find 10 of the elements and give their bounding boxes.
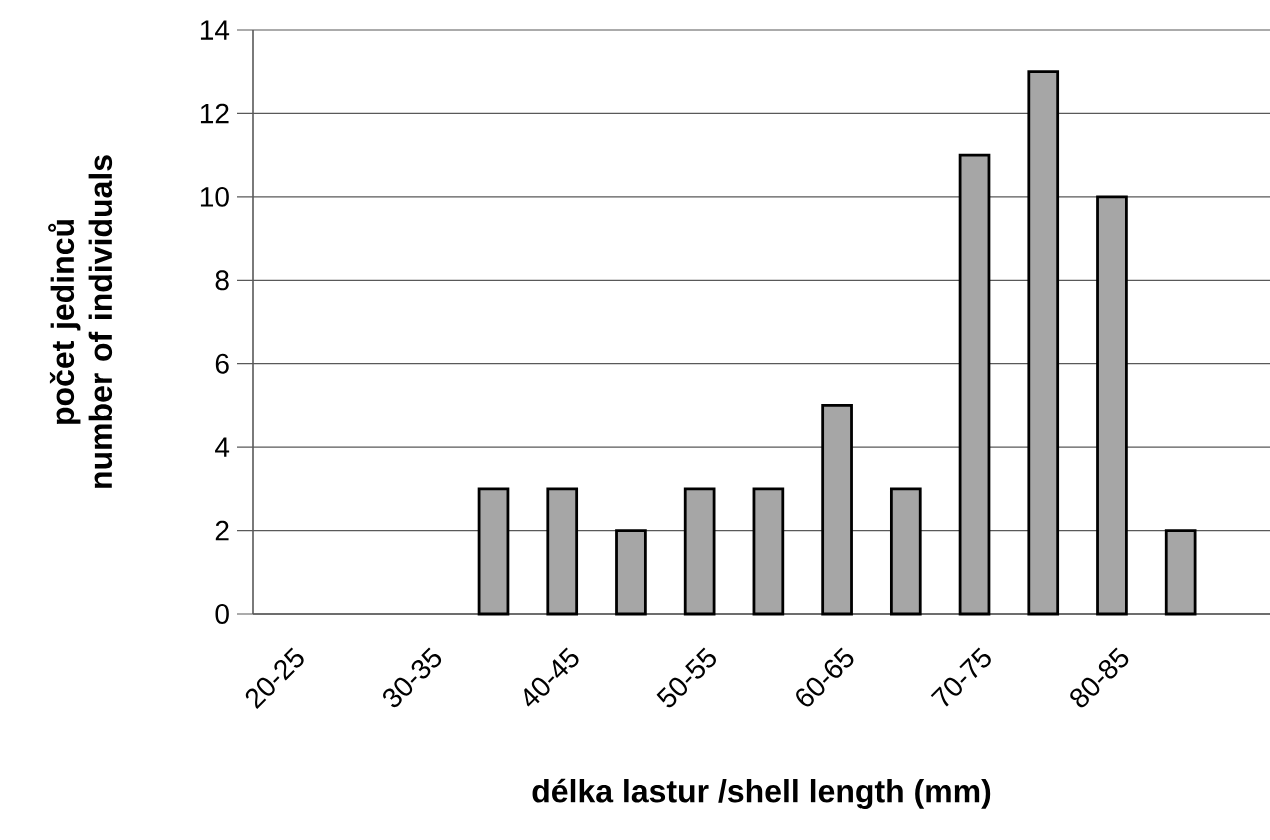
y-tick-label: 2 <box>215 520 229 541</box>
y-tick-label: 0 <box>215 604 229 624</box>
y-tick-label: 12 <box>200 103 229 124</box>
x-axis-title: délka lastur /shell length (mm) <box>532 778 991 809</box>
y-tick-label: 14 <box>200 20 230 40</box>
y-tick-label: 10 <box>200 186 229 207</box>
y-tick-label: 8 <box>215 270 229 291</box>
y-tick-label: 6 <box>215 353 229 374</box>
y-axis-title: počet jedinců number of individuals <box>48 155 113 488</box>
y-tick-label: 4 <box>215 437 230 457</box>
